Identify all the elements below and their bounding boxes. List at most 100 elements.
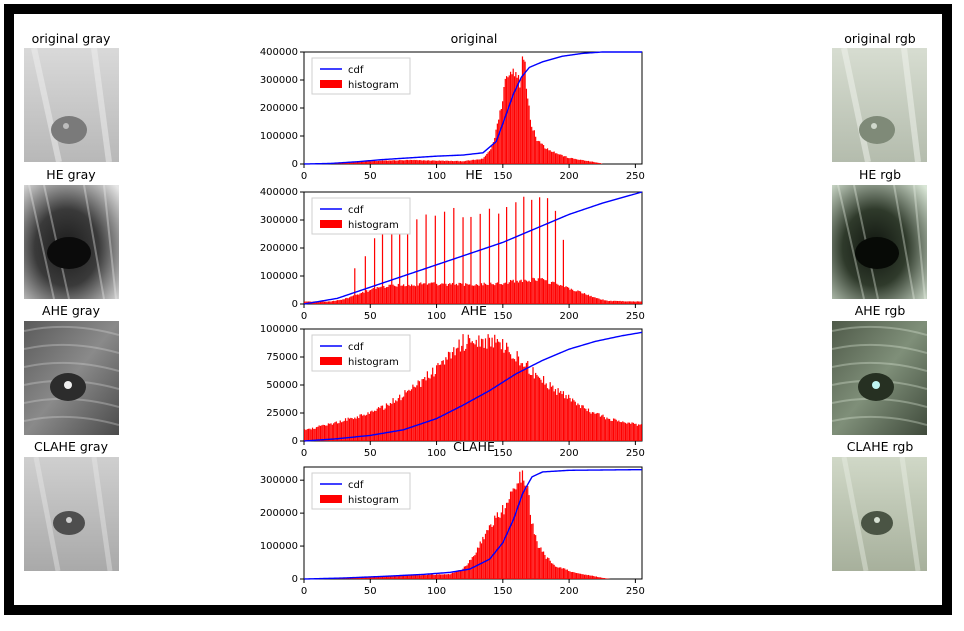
- histogram-bar: [410, 159, 413, 164]
- ahe-histogram-chart: 0 50 100 150 200 250 0 25000 50000 75000 100000 cdf…: [260, 324, 645, 459]
- histogram-bar: [463, 350, 465, 441]
- histogram-bar: [454, 284, 456, 304]
- histogram-bar: [517, 282, 520, 304]
- histogram-bar: [548, 558, 550, 579]
- histogram-bar: [447, 160, 450, 164]
- histogram-bar: [426, 284, 429, 304]
- histogram-bar: [416, 575, 418, 579]
- histogram-bar: [575, 291, 578, 304]
- histogram-bar: [558, 285, 561, 304]
- y-tick-label: 0: [292, 574, 298, 585]
- original-rgb-image: [832, 48, 927, 162]
- histogram-bar: [482, 339, 484, 441]
- histogram-bar: [573, 400, 575, 441]
- histogram-bar: [570, 288, 572, 304]
- histogram-bar: [362, 577, 364, 579]
- legend: cdf histogram: [311, 197, 411, 235]
- histogram-bar: [605, 300, 607, 304]
- histogram-bar: [484, 533, 487, 579]
- histogram-bar: [560, 154, 562, 164]
- histogram-bar: [344, 162, 347, 164]
- x-tick-label: 250: [626, 311, 645, 322]
- histogram-bar: [488, 525, 491, 579]
- histogram-bar: [370, 289, 372, 304]
- histogram-bar: [611, 301, 613, 304]
- histogram-bar: [549, 150, 551, 164]
- chart-title-ahe: AHE: [461, 303, 487, 318]
- ahe-gray-image: [24, 321, 119, 435]
- histogram-bar: [486, 284, 488, 304]
- histogram-bar: [542, 145, 545, 164]
- y-tick-label: 200000: [260, 103, 298, 114]
- histogram-bar: [375, 410, 377, 441]
- histogram-bar: [429, 378, 431, 441]
- histogram-bar: [506, 76, 508, 164]
- histogram-bar: [408, 389, 410, 441]
- histogram-bar: [585, 408, 587, 441]
- histogram-bar: [343, 299, 345, 304]
- histogram-bar: [475, 159, 477, 164]
- histogram-bar: [347, 417, 349, 441]
- histogram-bar: [632, 301, 634, 304]
- histogram-bar: [465, 160, 467, 164]
- histogram-bar: [552, 151, 554, 164]
- histogram-bar: [570, 572, 572, 579]
- histogram-bar: [380, 286, 382, 304]
- histogram-bar: [523, 59, 525, 164]
- histogram-bar: [443, 211, 446, 304]
- histogram-bar: [405, 392, 407, 441]
- histogram-bar: [342, 421, 344, 441]
- histogram-bar: [449, 352, 451, 441]
- histogram-bar: [442, 283, 444, 304]
- histogram-bar: [569, 398, 571, 441]
- histogram-bar: [441, 160, 443, 164]
- histogram-bar: [395, 160, 397, 164]
- histogram-bar: [508, 352, 510, 441]
- histogram-bar: [385, 160, 388, 164]
- histogram-bar: [512, 358, 514, 441]
- histogram-bar: [403, 575, 405, 579]
- histogram-bar: [400, 575, 402, 579]
- histogram-bar: [370, 576, 372, 579]
- histogram-bar: [421, 574, 423, 579]
- histogram-bar: [343, 162, 345, 164]
- x-tick-label: 0: [301, 311, 307, 322]
- histogram-bar: [554, 210, 557, 304]
- histogram-bar: [581, 405, 583, 441]
- histogram-bar: [513, 76, 516, 164]
- histogram-bar: [321, 425, 323, 441]
- histogram-bar: [424, 160, 426, 164]
- histogram-bar: [351, 162, 353, 164]
- histogram-bar: [309, 428, 311, 441]
- histogram-bar: [344, 298, 347, 304]
- histogram-bar: [598, 298, 600, 304]
- histogram-bar: [384, 408, 386, 441]
- histogram-bar: [364, 256, 366, 304]
- histogram-bar: [634, 301, 636, 304]
- histogram-bar: [471, 159, 473, 164]
- histogram-bar: [454, 160, 456, 164]
- histogram-bar: [418, 283, 421, 304]
- histogram-bar: [372, 287, 374, 304]
- x-tick-label: 200: [560, 171, 579, 182]
- histogram-bar: [565, 395, 567, 441]
- histogram-bar: [523, 480, 525, 579]
- histogram-bar: [380, 405, 382, 441]
- histogram-bar: [490, 149, 492, 164]
- histogram-bar: [337, 300, 339, 304]
- histogram-bar: [562, 156, 564, 164]
- y-tick-label: 300000: [260, 75, 298, 86]
- histogram-bar: [360, 292, 362, 304]
- histogram-bar: [553, 282, 555, 304]
- histogram-bar: [391, 576, 393, 579]
- histogram-bar: [383, 576, 385, 579]
- histogram-bar: [486, 348, 488, 441]
- histogram-bar: [375, 576, 377, 579]
- histogram-bar: [639, 424, 641, 441]
- histogram-bar: [445, 283, 447, 304]
- histogram-bar: [520, 279, 522, 304]
- histogram-bar: [428, 283, 430, 304]
- histogram-bar: [533, 278, 535, 304]
- histogram-bar: [550, 563, 553, 579]
- histogram-bar: [462, 217, 464, 304]
